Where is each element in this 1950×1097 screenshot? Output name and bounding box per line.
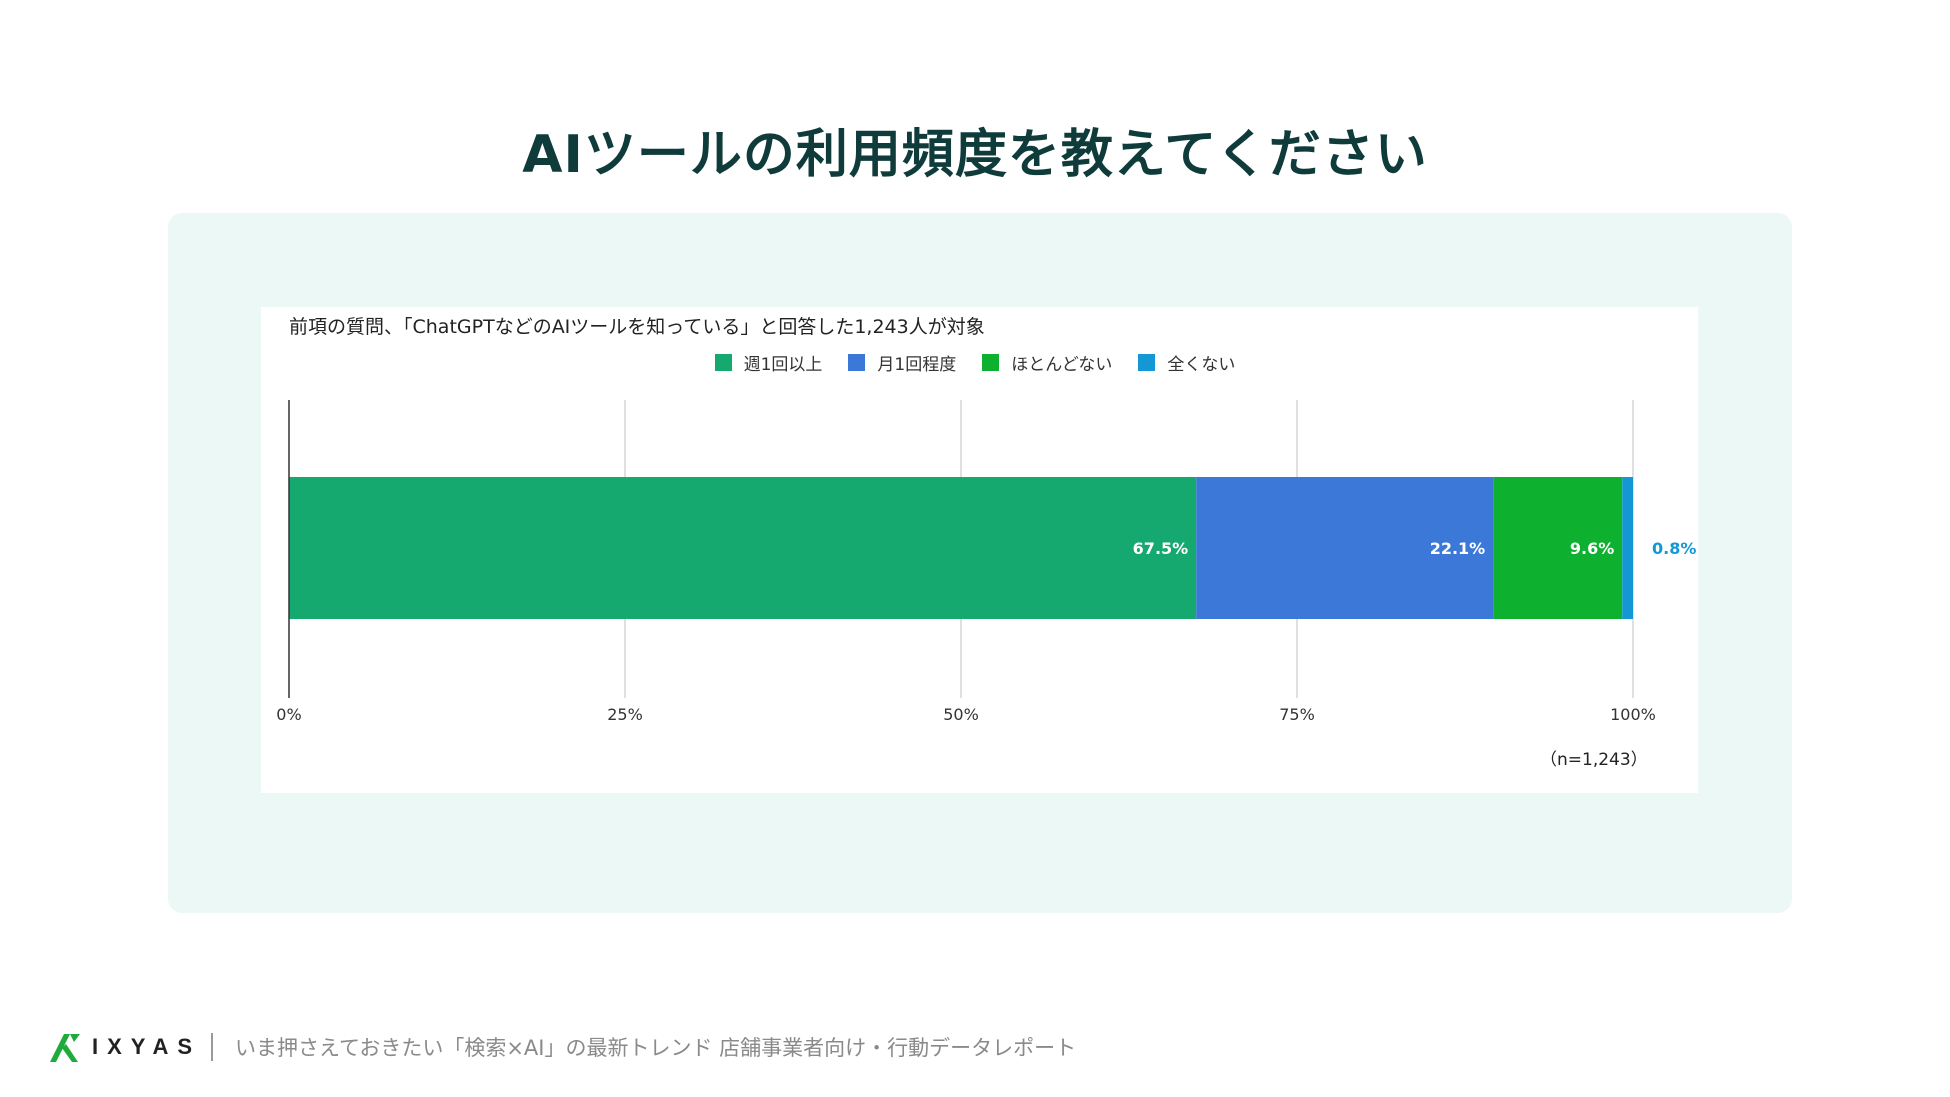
legend-item: ほとんどない: [982, 350, 1112, 375]
footer-text: いま押さえておきたい「検索×AI」の最新トレンド 店舗事業者向け・行動データレポ…: [235, 1036, 1077, 1060]
footer: IXYAS いま押さえておきたい「検索×AI」の最新トレンド 店舗事業者向け・行…: [48, 1030, 1076, 1064]
chart-subtitle: 前項の質問、「ChatGPTなどのAIツールを知っている」と回答した1,243人…: [289, 316, 985, 338]
footer-divider: [211, 1033, 214, 1061]
data-label: 9.6%: [1570, 539, 1614, 558]
page-title: AIツールの利用頻度を教えてください: [522, 125, 1428, 185]
x-tick-label: 100%: [1610, 705, 1656, 724]
bar-segment: [289, 477, 1197, 619]
legend-label: 全くない: [1167, 355, 1236, 375]
sample-size-note: （n=1,243）: [1540, 750, 1648, 770]
x-tick-label: 50%: [943, 705, 979, 724]
x-tick-label: 0%: [276, 705, 301, 724]
data-label: 22.1%: [1430, 539, 1486, 558]
x-tick-label: 25%: [607, 705, 643, 724]
data-label: 67.5%: [1133, 539, 1189, 558]
ixyas-logo-icon: [50, 1034, 80, 1062]
legend-item: 週1回以上: [714, 350, 823, 375]
legend-label: 週1回以上: [743, 355, 823, 375]
legend-label: 月1回程度: [877, 355, 957, 375]
legend-swatch: [848, 354, 866, 371]
chart-legend: 週1回以上 月1回程度 ほとんどない 全くない: [0, 350, 1950, 375]
x-tick-label: 75%: [1279, 705, 1315, 724]
bar-segment: [1493, 477, 1623, 619]
brand-logo: IXYAS: [48, 1030, 201, 1064]
legend-swatch: [714, 354, 732, 371]
legend-swatch: [982, 354, 1000, 371]
bar-segment: [1622, 477, 1633, 619]
brand-name: IXYAS: [92, 1034, 202, 1059]
bar-segment: [1196, 477, 1494, 619]
legend-item: 全くない: [1138, 350, 1235, 375]
legend-label: ほとんどない: [1011, 355, 1113, 375]
legend-swatch: [1138, 354, 1156, 371]
legend-item: 月1回程度: [848, 350, 956, 375]
data-label: 0.8%: [1652, 539, 1696, 558]
